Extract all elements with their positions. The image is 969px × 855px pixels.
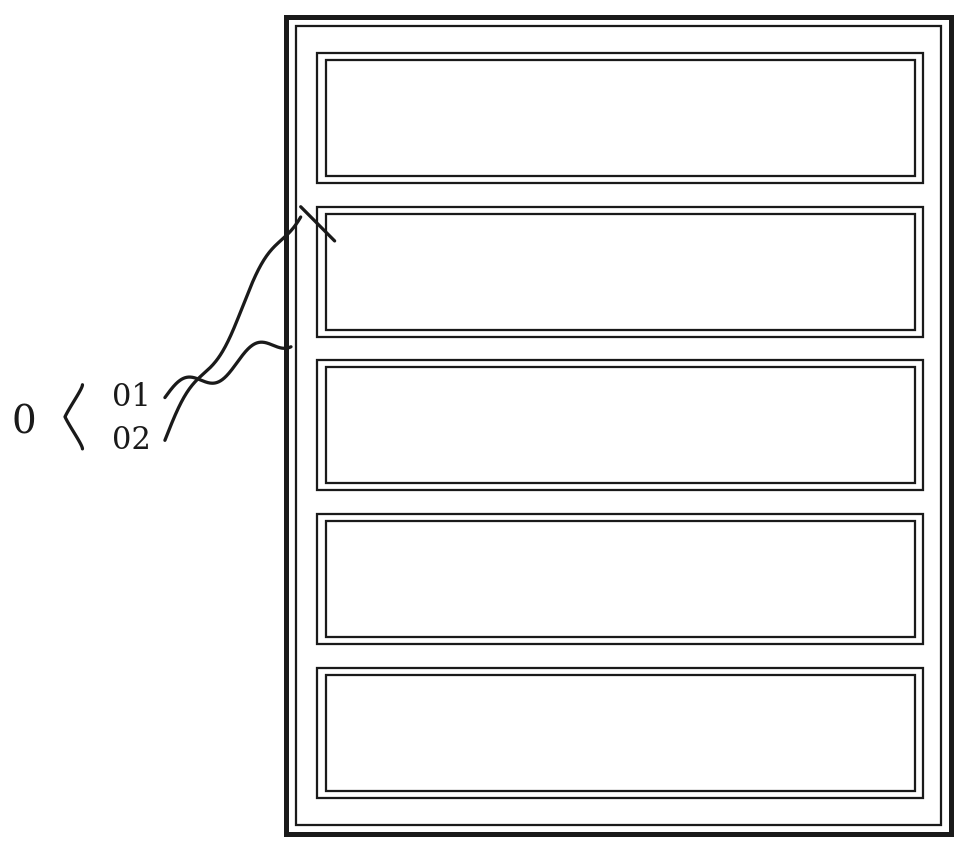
Bar <box>317 514 922 644</box>
Bar <box>317 668 922 798</box>
Bar <box>326 675 914 791</box>
Bar <box>326 60 914 176</box>
Bar <box>326 368 914 483</box>
Text: 02: 02 <box>111 425 150 456</box>
Text: 0: 0 <box>12 404 37 442</box>
Bar <box>317 361 922 490</box>
Bar <box>317 207 922 337</box>
Bar <box>317 53 922 183</box>
Bar <box>326 214 914 330</box>
Bar <box>286 17 950 834</box>
Text: 01: 01 <box>111 382 150 413</box>
Bar <box>296 26 940 825</box>
Bar <box>326 521 914 637</box>
